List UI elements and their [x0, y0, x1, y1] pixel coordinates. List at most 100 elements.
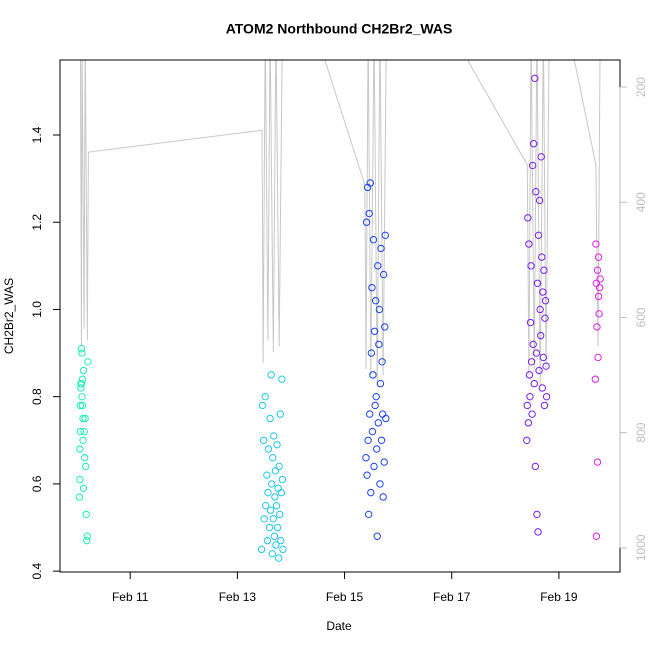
- data-point: [268, 549, 276, 558]
- data-point: [272, 541, 280, 549]
- data-point: [592, 532, 601, 540]
- data-point: [274, 484, 282, 492]
- x-tick-label: Feb 17: [433, 590, 471, 604]
- data-point: [532, 188, 540, 196]
- data-point: [373, 532, 381, 540]
- data-point: [532, 349, 541, 357]
- x-axis-label: Date: [326, 619, 352, 633]
- y2-tick-label: 200: [634, 77, 648, 97]
- data-point: [277, 536, 285, 545]
- data-point: [79, 414, 87, 423]
- data-point: [369, 235, 378, 244]
- y2-tick-label: 400: [634, 192, 648, 212]
- data-point: [374, 419, 383, 427]
- data-point: [380, 458, 388, 466]
- data-point: [76, 427, 85, 436]
- data-point: [542, 392, 551, 401]
- data-point: [362, 454, 370, 462]
- plot-area: [75, 60, 604, 562]
- data-point: [375, 305, 384, 314]
- data-point: [528, 410, 536, 418]
- data-point: [273, 523, 282, 532]
- data-point: [379, 270, 388, 279]
- data-point: [537, 153, 545, 161]
- data-point: [271, 493, 279, 501]
- data-point: [270, 532, 279, 540]
- data-point: [364, 510, 373, 519]
- data-point: [369, 371, 377, 379]
- data-point: [524, 419, 533, 427]
- data-point: [375, 340, 383, 349]
- data-point: [533, 279, 542, 287]
- data-point: [523, 401, 531, 410]
- data-point: [75, 493, 83, 501]
- data-point: [371, 401, 379, 410]
- data-point: [594, 353, 602, 362]
- data-point: [595, 283, 604, 292]
- x-tick-label: Feb 11: [112, 590, 149, 604]
- data-point: [259, 436, 268, 444]
- data-point: [77, 384, 85, 392]
- chart-title: ATOM2 Northbound CH2Br2_WAS: [226, 21, 453, 37]
- data-point: [525, 240, 533, 248]
- y-tick-label: 0.6: [30, 475, 44, 492]
- data-point: [264, 488, 272, 497]
- data-point: [594, 253, 603, 261]
- data-point: [540, 401, 549, 410]
- data-point: [258, 401, 267, 410]
- data-point: [278, 475, 287, 484]
- x-tick-label: Feb 15: [326, 590, 364, 604]
- data-point: [364, 436, 372, 444]
- data-point: [378, 410, 387, 418]
- data-point: [370, 462, 378, 471]
- data-point: [78, 401, 87, 410]
- y2-tick-label: 1000: [634, 534, 648, 561]
- data-point: [263, 536, 272, 545]
- data-point: [538, 253, 546, 261]
- data-point: [595, 310, 603, 318]
- data-point: [540, 266, 548, 274]
- data-point: [379, 493, 387, 501]
- data-point: [83, 532, 92, 540]
- data-point: [542, 362, 550, 370]
- y2-tick-label: 600: [634, 307, 648, 327]
- data-point: [539, 353, 548, 362]
- data-point: [80, 454, 89, 462]
- data-point: [366, 179, 374, 187]
- data-point: [530, 379, 538, 388]
- data-point: [77, 345, 86, 353]
- data-point: [368, 427, 377, 436]
- y-tick-label: 0.8: [30, 388, 44, 405]
- data-point: [593, 266, 602, 274]
- data-point: [536, 331, 545, 340]
- data-point: [276, 410, 284, 418]
- data-point: [377, 436, 386, 444]
- data-point: [267, 371, 275, 379]
- data-point: [535, 366, 543, 375]
- data-point: [273, 440, 281, 449]
- data-point: [276, 510, 284, 519]
- data-point: [76, 445, 84, 453]
- data-point: [594, 292, 603, 301]
- data-point: [78, 375, 87, 383]
- data-point: [529, 340, 537, 349]
- data-point: [533, 510, 541, 519]
- data-point: [377, 244, 385, 253]
- data-point: [531, 462, 540, 471]
- data-point: [527, 358, 536, 366]
- data-point: [538, 384, 546, 392]
- data-point: [381, 231, 389, 240]
- data-point: [373, 445, 381, 453]
- data-point: [83, 536, 91, 545]
- data-point: [277, 488, 286, 497]
- data-point: [367, 488, 375, 497]
- data-point: [367, 349, 376, 357]
- data-point: [381, 323, 389, 331]
- data-point: [368, 283, 376, 292]
- data-point: [370, 327, 379, 335]
- data-point: [279, 545, 287, 554]
- data-point: [275, 462, 283, 471]
- x-tick-label: Feb 19: [540, 590, 578, 604]
- data-point: [264, 445, 273, 453]
